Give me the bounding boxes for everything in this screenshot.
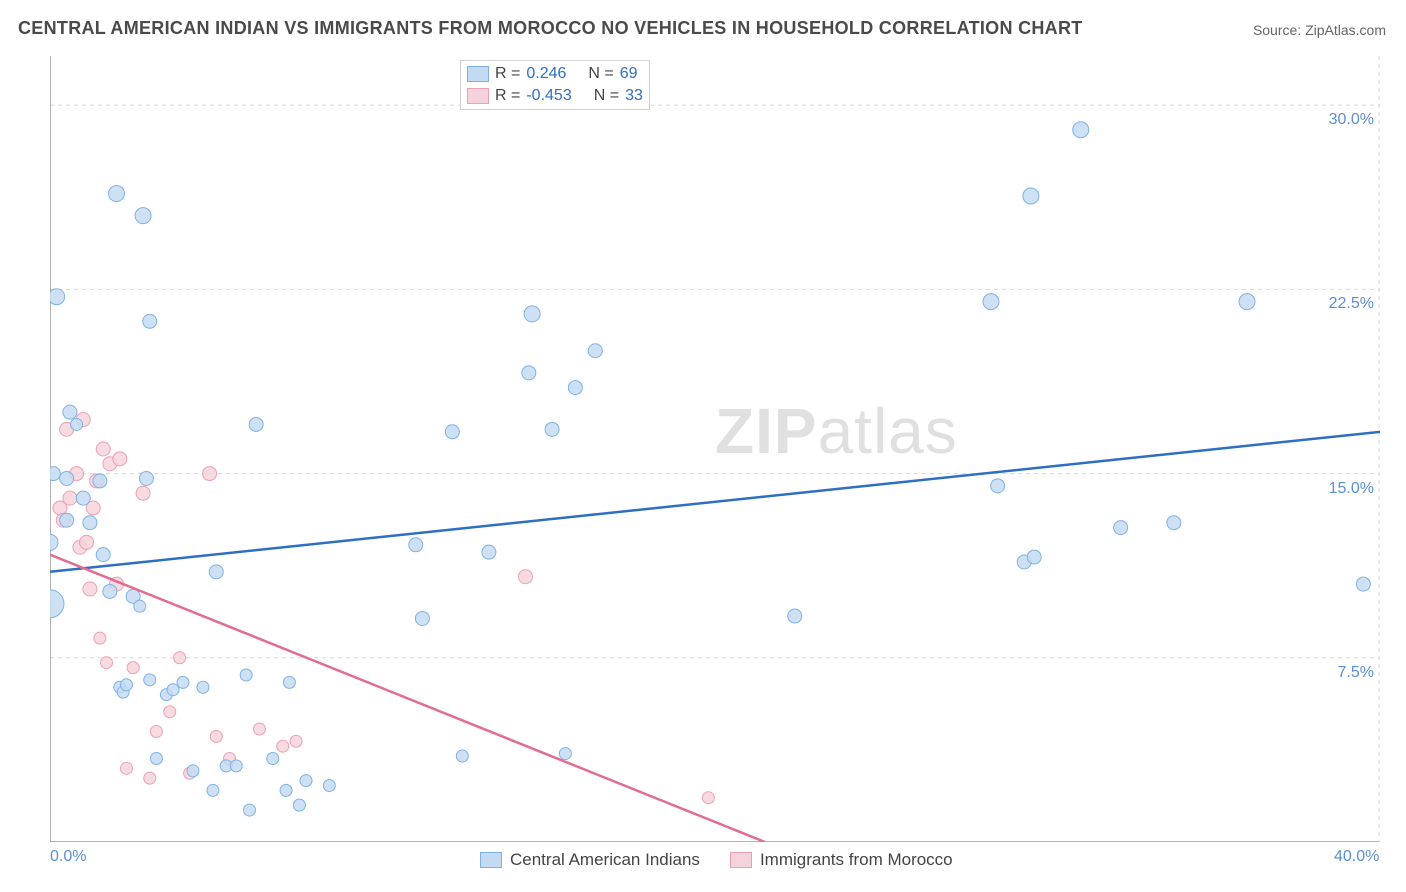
series-legend: Central American Indians Immigrants from… xyxy=(480,850,953,870)
n-label: N = xyxy=(588,65,613,83)
y-tick-label: 30.0% xyxy=(1329,111,1374,129)
n-value: 69 xyxy=(620,65,638,83)
r-value: -0.453 xyxy=(526,87,571,105)
y-tick-label: 22.5% xyxy=(1329,295,1374,313)
source-label: Source: ZipAtlas.com xyxy=(1253,22,1386,38)
swatch-icon xyxy=(467,88,489,104)
x-tick-label: 0.0% xyxy=(50,848,86,866)
r-label: R = xyxy=(495,87,520,105)
legend-item-blue: Central American Indians xyxy=(480,850,700,870)
swatch-icon xyxy=(467,66,489,82)
n-value: 33 xyxy=(625,87,643,105)
x-tick-label: 40.0% xyxy=(1334,848,1379,866)
scatter-plot xyxy=(50,56,1380,842)
r-label: R = xyxy=(495,65,520,83)
legend-item-pink: Immigrants from Morocco xyxy=(730,850,953,870)
y-tick-label: 15.0% xyxy=(1329,480,1374,498)
correlation-legend: R = 0.246 N = 69 R = -0.453 N = 33 xyxy=(460,60,650,110)
y-tick-label: 7.5% xyxy=(1338,664,1374,682)
legend-row-blue: R = 0.246 N = 69 xyxy=(467,63,643,85)
legend-row-pink: R = -0.453 N = 33 xyxy=(467,85,643,107)
series-name: Central American Indians xyxy=(510,850,700,870)
chart-title: CENTRAL AMERICAN INDIAN VS IMMIGRANTS FR… xyxy=(18,18,1083,39)
r-value: 0.246 xyxy=(526,65,566,83)
series-name: Immigrants from Morocco xyxy=(760,850,953,870)
swatch-icon xyxy=(480,852,502,868)
n-label: N = xyxy=(594,87,619,105)
swatch-icon xyxy=(730,852,752,868)
